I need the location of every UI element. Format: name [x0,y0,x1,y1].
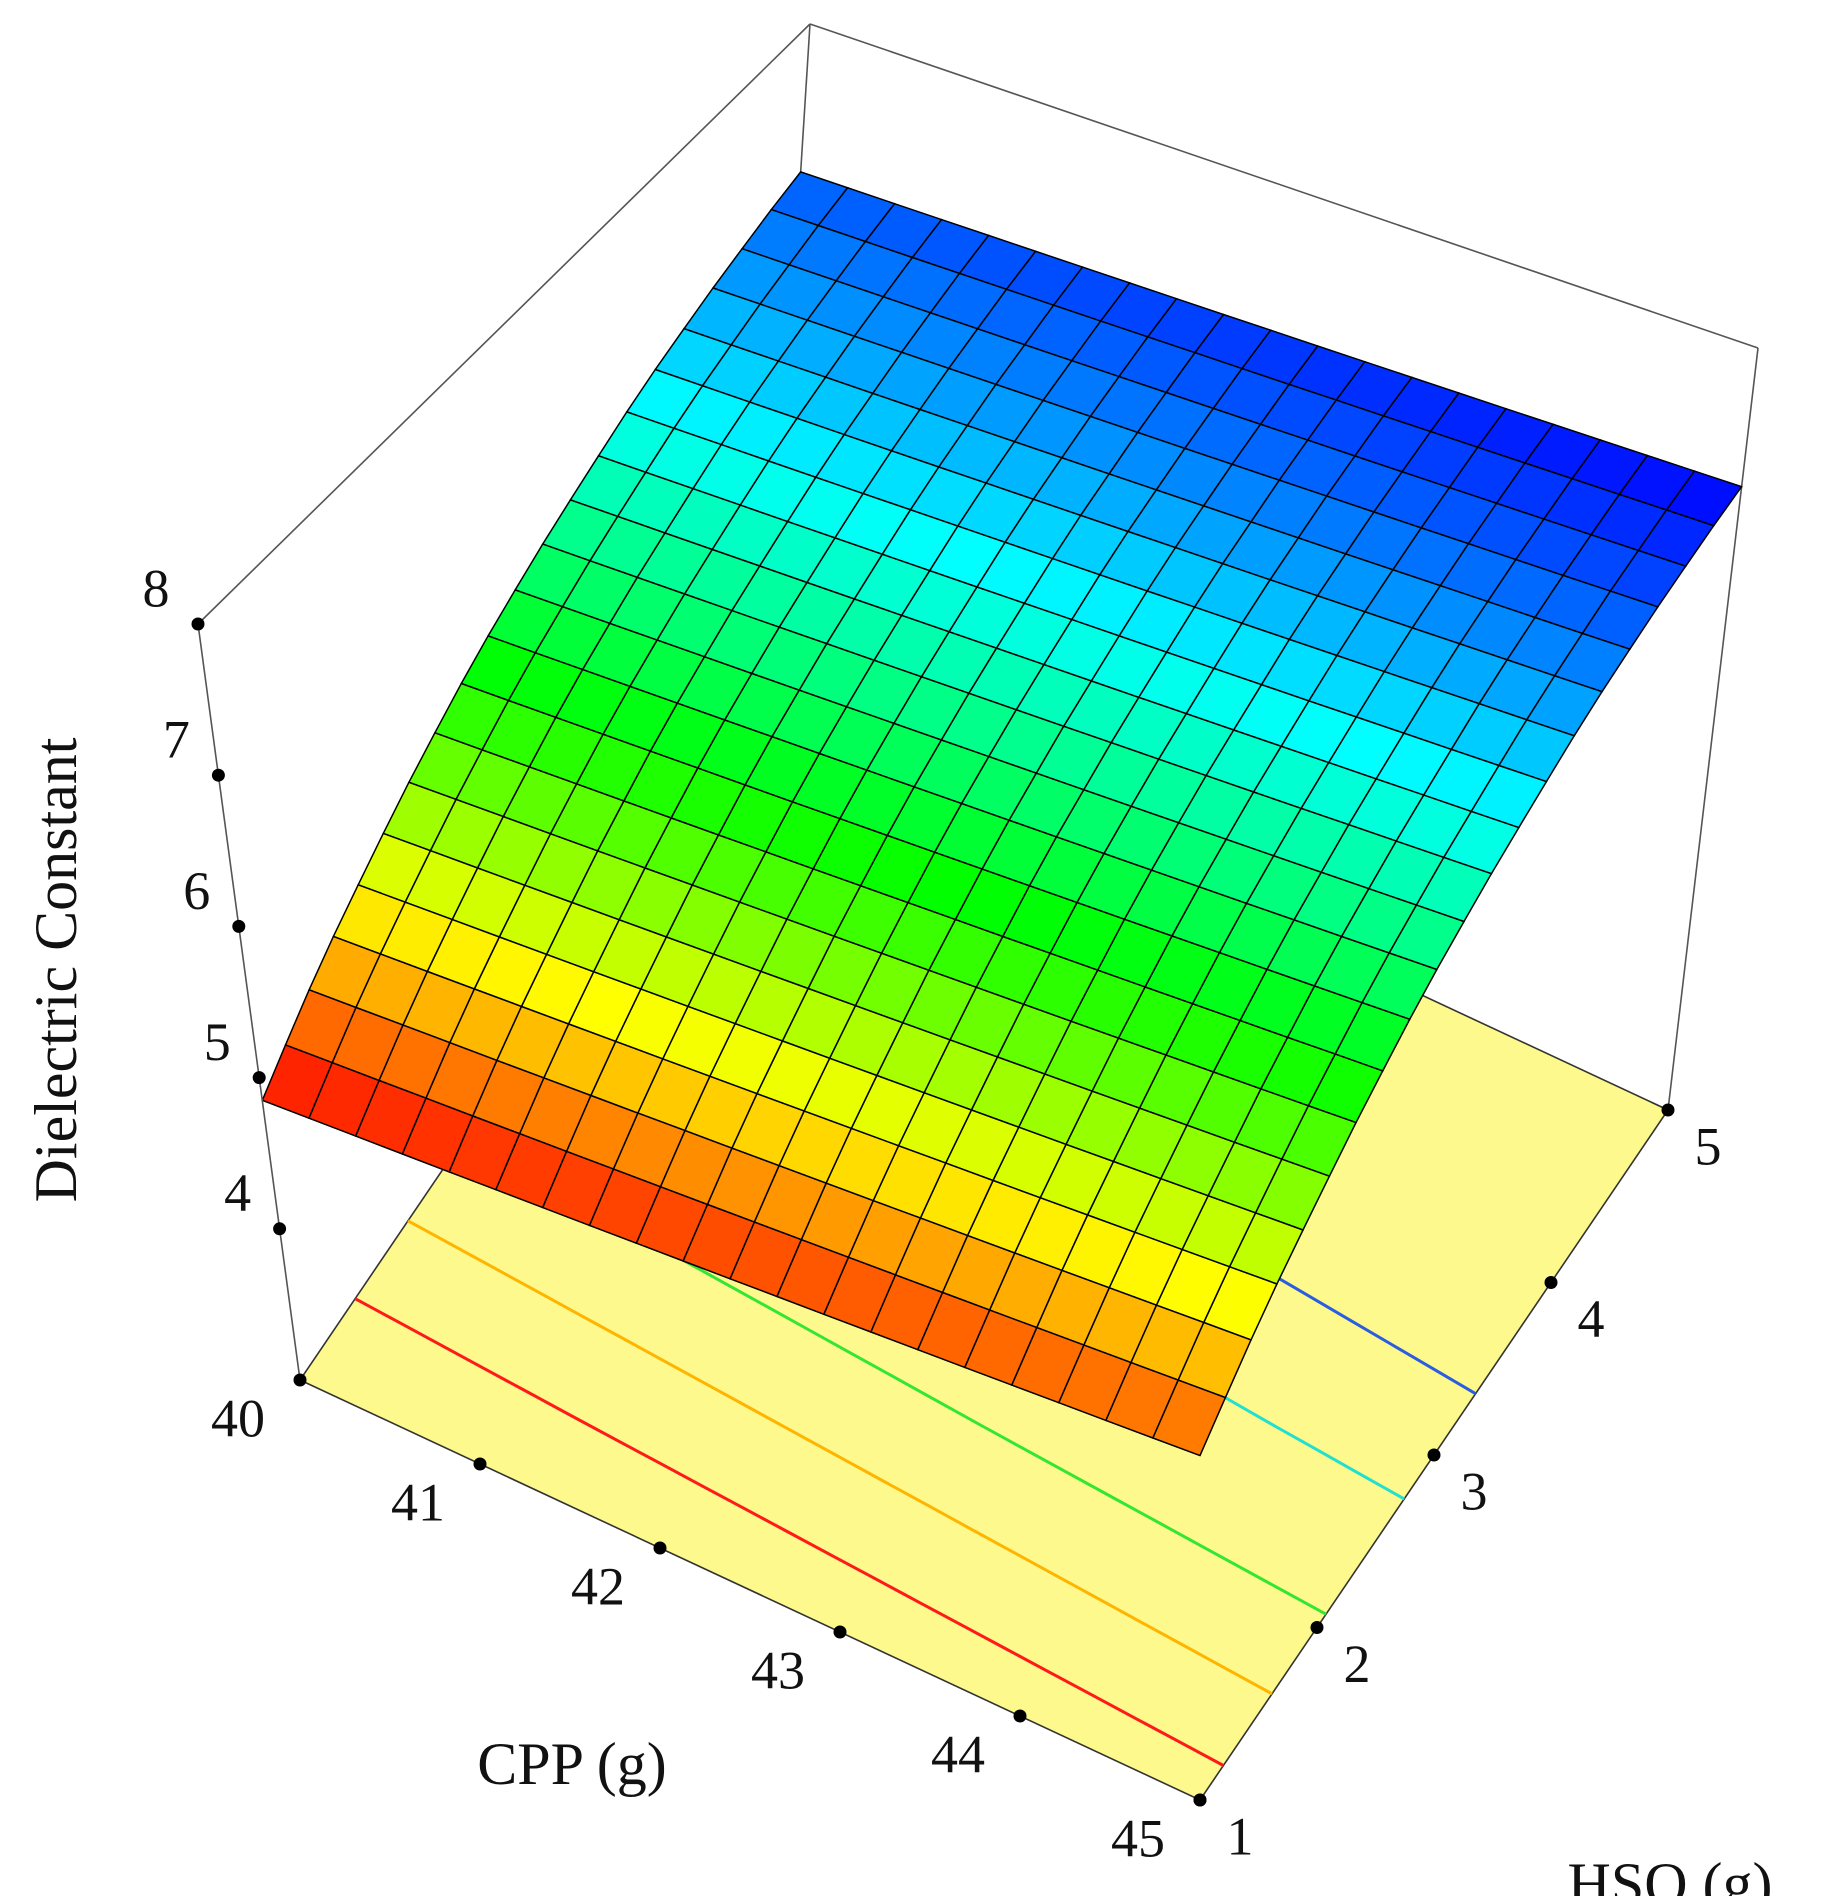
x-tick-label: 44 [931,1724,985,1784]
tick-mark [1661,1103,1675,1117]
z-tick-label: 8 [143,558,170,618]
tick-mark [1544,1276,1558,1289]
y-tick-label: 5 [1695,1116,1722,1176]
tick-mark [252,1071,266,1085]
x-tick-label: 40 [211,1388,265,1448]
tick-mark [273,1222,287,1236]
contour-line [354,1297,1225,1767]
z-tick-label: 6 [183,861,210,921]
y-axis-title: HSO (g) [1568,1851,1773,1896]
tick-mark [211,768,225,782]
tick-mark [653,1541,667,1555]
z-tick-label: 4 [224,1163,251,1223]
tick-mark [293,1373,307,1387]
y-tick-label: 3 [1461,1461,1488,1521]
tick-mark [232,919,246,933]
tick-mark [1013,1709,1027,1723]
x-tick-label: 42 [571,1556,625,1616]
x-tick-label: 45 [1111,1808,1165,1868]
x-axis-title: CPP (g) [477,1731,667,1797]
z-axis-title: Dielectric Constant [23,737,89,1202]
z-axis-line [197,623,301,1381]
x-tick-label: 43 [751,1640,805,1700]
y-tick-label: 1 [1227,1806,1254,1866]
y-tick-label: 2 [1344,1634,1371,1694]
z-tick-label: 5 [204,1012,231,1072]
tick-mark [1193,1793,1207,1807]
surface-cell [1151,1379,1227,1457]
tick-mark [191,617,205,631]
box-edge [197,23,811,625]
box-edge [809,23,1759,349]
box-edge [1667,347,1759,1111]
y-tick-label: 4 [1578,1289,1605,1349]
x-tick-label: 41 [391,1472,445,1532]
tick-mark [1427,1448,1441,1462]
z-tick-label: 7 [163,710,190,770]
tick-mark [833,1625,847,1639]
tick-mark [473,1457,487,1471]
surface-layer [261,171,1743,1457]
contour-line [407,1219,1273,1696]
tick-mark [1310,1621,1324,1634]
